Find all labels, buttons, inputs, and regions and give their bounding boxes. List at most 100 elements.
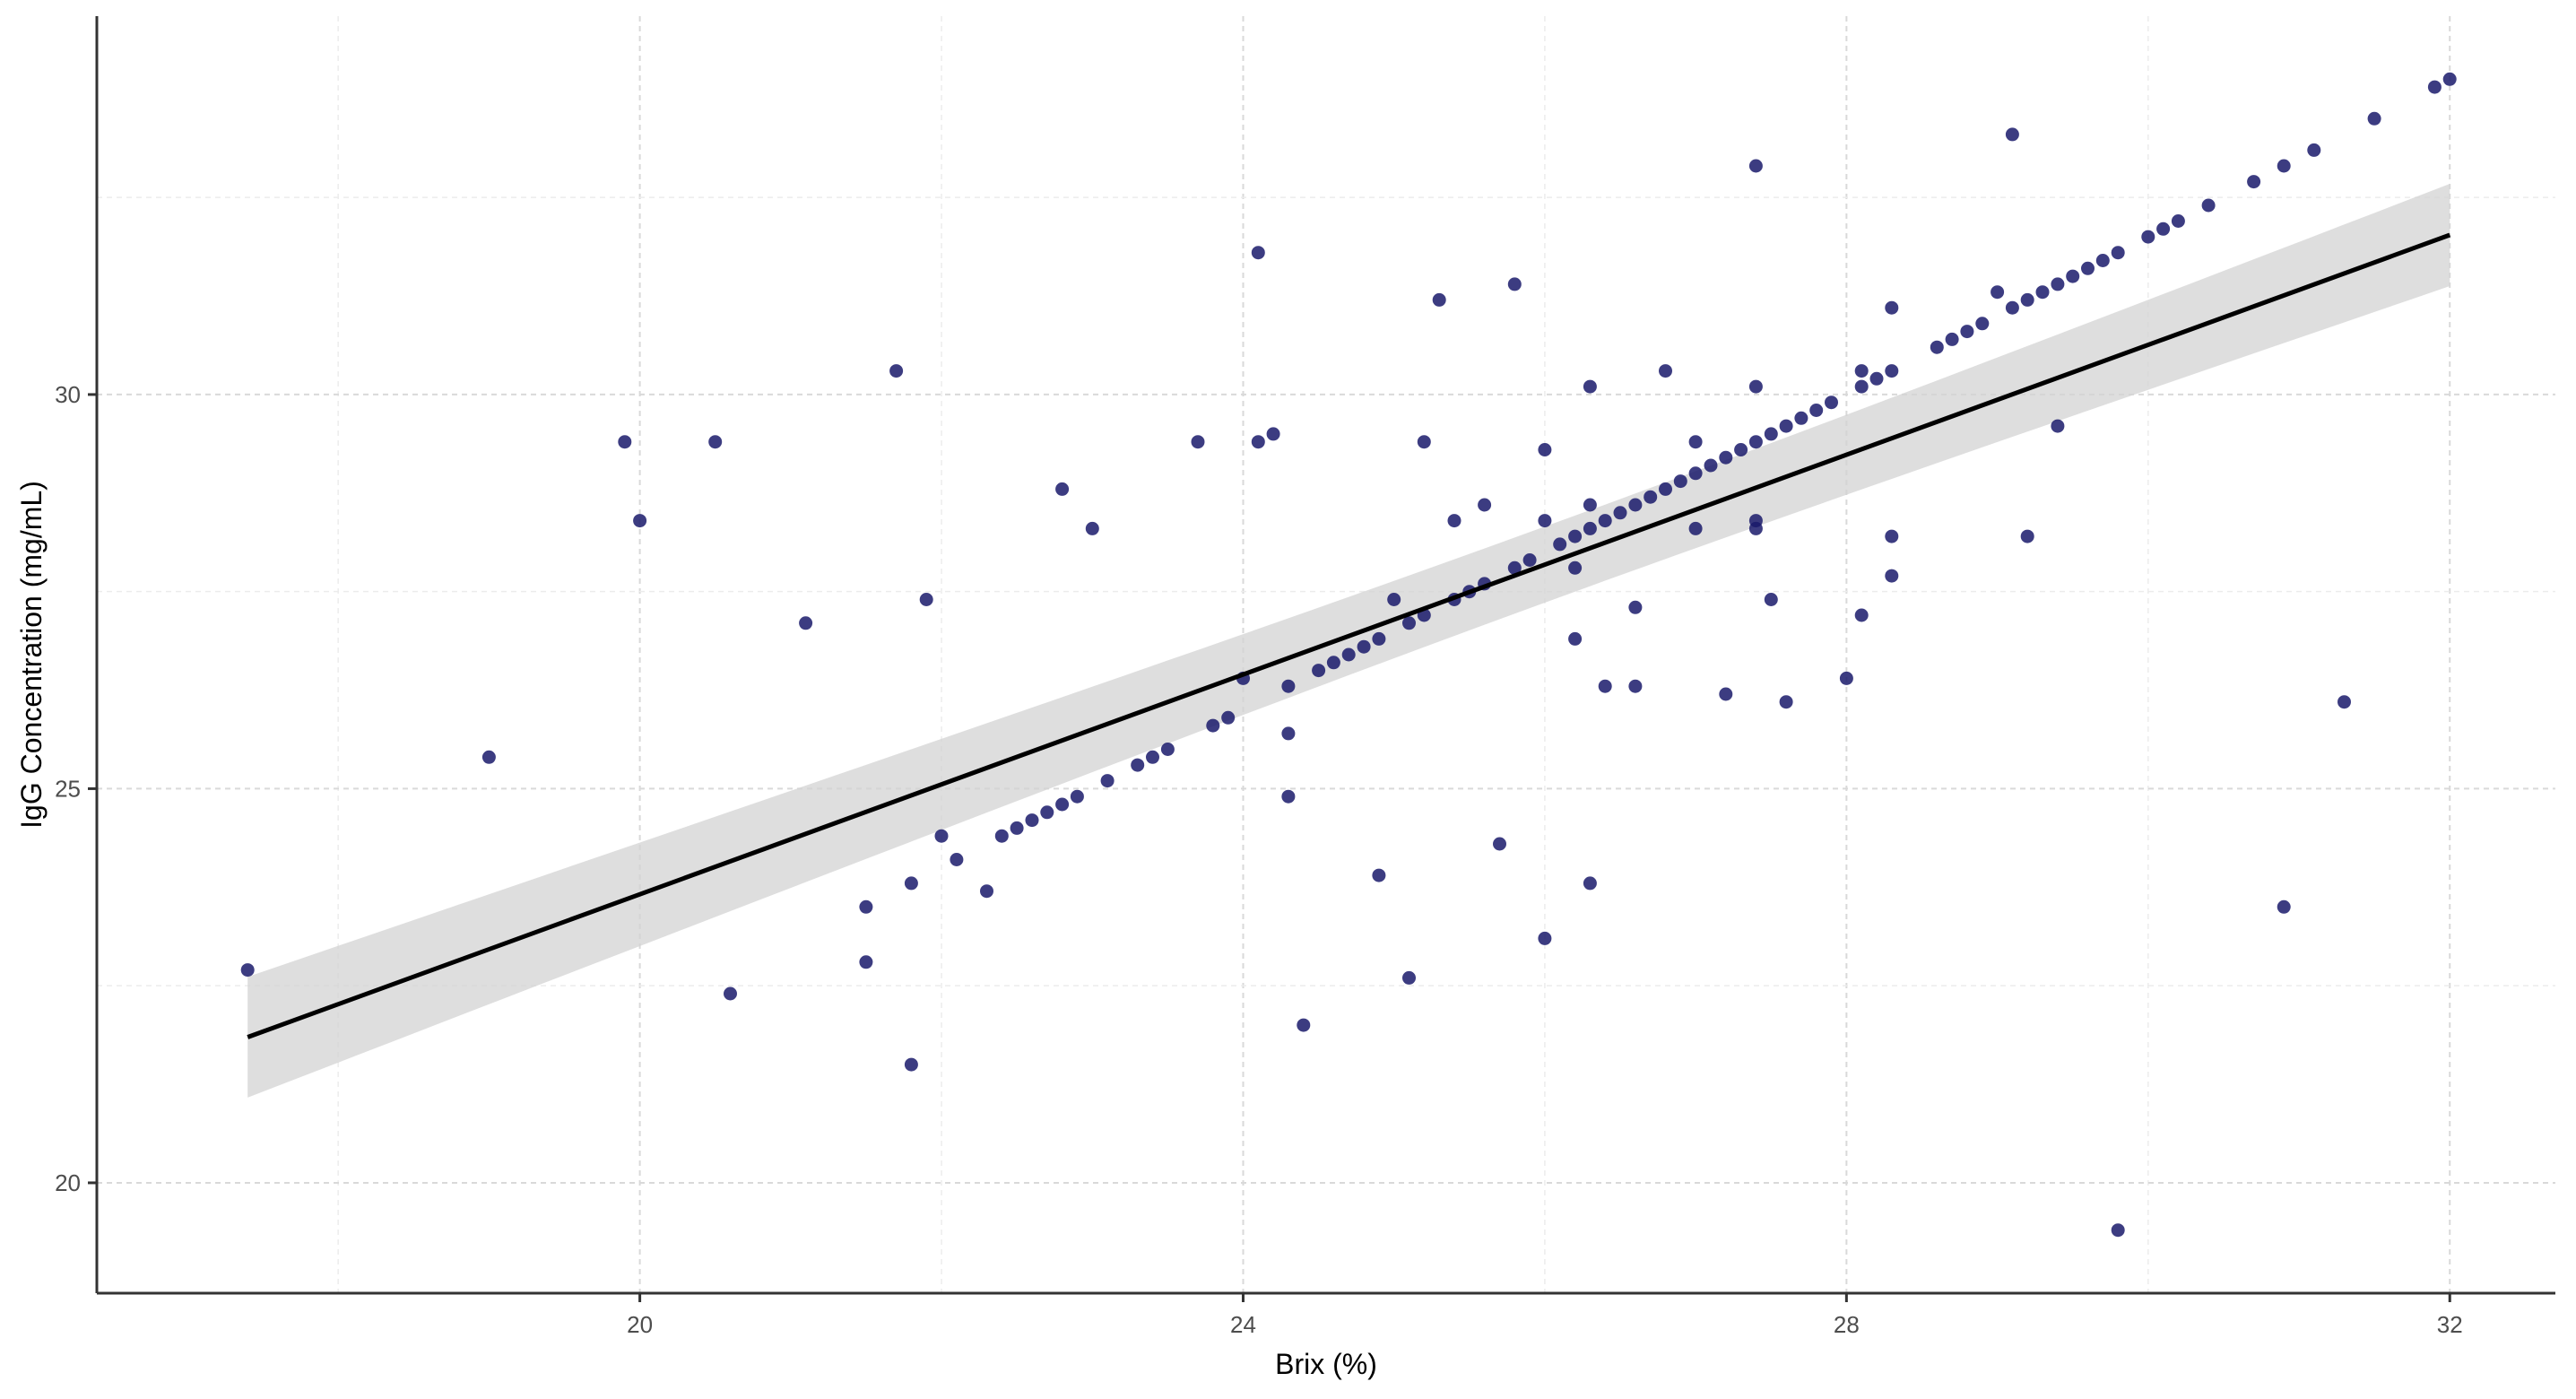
data-point xyxy=(2111,246,2125,260)
data-point xyxy=(1055,797,1070,812)
data-point xyxy=(633,514,647,528)
data-point xyxy=(1659,364,1672,378)
data-point xyxy=(2427,80,2442,94)
data-point xyxy=(1825,395,1838,410)
data-point xyxy=(1146,750,1159,764)
data-point xyxy=(1598,679,1612,693)
data-point xyxy=(1748,159,1763,173)
data-point xyxy=(1764,593,1778,606)
data-point xyxy=(481,750,496,764)
y-tick-label: 25 xyxy=(55,775,81,802)
data-point xyxy=(1040,805,1054,820)
data-point xyxy=(904,1057,918,1072)
data-point xyxy=(994,829,1009,843)
y-tick-label: 30 xyxy=(55,381,81,408)
data-point xyxy=(2442,72,2457,86)
data-point xyxy=(1659,482,1672,496)
data-point xyxy=(2020,292,2034,307)
data-point xyxy=(1854,364,1869,378)
data-point xyxy=(1854,379,1869,394)
y-tick-label: 20 xyxy=(55,1169,81,1196)
data-point xyxy=(1809,404,1824,417)
data-point xyxy=(1326,656,1340,670)
regression-line xyxy=(247,232,2451,1039)
data-point xyxy=(1628,498,1643,512)
data-point xyxy=(1206,718,1220,733)
data-point xyxy=(1598,514,1612,528)
data-point xyxy=(1070,789,1084,804)
data-point xyxy=(1885,300,1899,315)
x-tick-label: 32 xyxy=(2437,1311,2463,1338)
data-point xyxy=(1945,332,1959,346)
data-point xyxy=(1281,679,1296,693)
data-point xyxy=(799,616,813,630)
data-point xyxy=(2156,222,2171,236)
data-point xyxy=(2277,899,2291,914)
data-point xyxy=(1704,458,1718,473)
data-point xyxy=(1507,277,1522,291)
data-point xyxy=(240,963,255,978)
data-point xyxy=(1493,837,1506,851)
confidence-band-group xyxy=(247,184,2450,1098)
data-point xyxy=(1583,876,1597,891)
data-point xyxy=(2005,127,2019,142)
data-point xyxy=(2051,419,2065,433)
data-point xyxy=(1553,537,1567,552)
data-point xyxy=(1507,560,1522,575)
data-point xyxy=(1748,379,1763,394)
data-point xyxy=(724,986,737,1001)
data-point xyxy=(1568,560,1583,575)
data-point xyxy=(708,435,723,449)
data-point xyxy=(2081,261,2095,275)
data-point xyxy=(1221,710,1236,725)
data-point xyxy=(1025,813,1039,828)
data-point xyxy=(1055,482,1070,496)
data-point xyxy=(1251,435,1265,449)
data-point xyxy=(934,829,949,843)
data-point xyxy=(2337,695,2351,709)
data-point xyxy=(1839,671,1853,685)
data-point xyxy=(1885,529,1899,543)
x-tick-label: 28 xyxy=(1834,1311,1860,1338)
data-point xyxy=(1885,364,1899,378)
data-point xyxy=(1568,631,1583,646)
data-point xyxy=(1628,679,1643,693)
x-tick-label: 24 xyxy=(1230,1311,1256,1338)
data-point xyxy=(1085,521,1099,535)
data-point xyxy=(1281,789,1296,804)
data-point xyxy=(618,435,632,449)
regression-line-group xyxy=(247,232,2451,1039)
data-point xyxy=(1432,292,1446,307)
data-point xyxy=(1251,246,1265,260)
data-point xyxy=(1748,435,1763,449)
data-point xyxy=(2247,175,2261,189)
data-point xyxy=(1779,419,1793,433)
data-point xyxy=(859,899,873,914)
data-point xyxy=(1583,521,1597,535)
data-points xyxy=(240,72,2457,1238)
data-point xyxy=(1644,490,1658,504)
data-point xyxy=(1688,466,1703,481)
data-point xyxy=(1478,498,1492,512)
data-point xyxy=(1402,970,1416,985)
data-point xyxy=(1447,514,1461,528)
data-point xyxy=(1417,435,1431,449)
data-point xyxy=(1734,443,1748,456)
data-point xyxy=(1794,411,1808,425)
data-point xyxy=(859,955,873,969)
data-point xyxy=(1131,758,1145,772)
data-point xyxy=(2066,269,2080,283)
data-point xyxy=(1538,514,1552,528)
data-point xyxy=(980,884,993,899)
data-point xyxy=(1719,687,1733,701)
data-point xyxy=(2141,230,2155,244)
data-point xyxy=(1613,506,1627,520)
data-point xyxy=(1583,498,1597,512)
data-point xyxy=(2111,1223,2125,1238)
data-point xyxy=(2201,198,2216,213)
data-point xyxy=(904,876,918,891)
data-point xyxy=(1312,664,1326,678)
data-point xyxy=(2171,214,2185,228)
data-point xyxy=(1688,435,1703,449)
